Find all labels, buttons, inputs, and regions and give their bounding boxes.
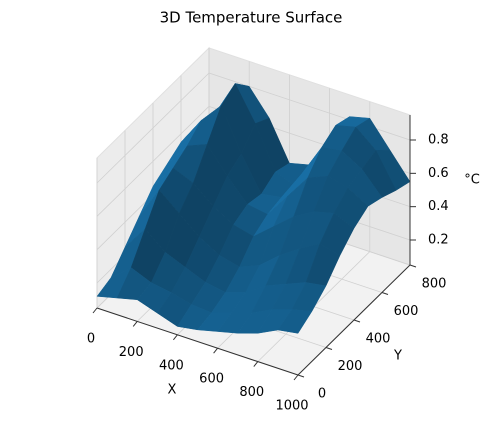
tick-mark <box>173 334 178 341</box>
grid-line <box>96 72 210 184</box>
tick-mark <box>325 347 333 350</box>
x-tick-label: 0 <box>87 332 95 347</box>
surface-face <box>277 309 313 334</box>
tick-mark <box>253 361 259 367</box>
y-tick-label: 800 <box>422 277 447 292</box>
z-tick-label: 0.8 <box>428 133 449 148</box>
surface <box>96 82 411 334</box>
tick-mark <box>381 292 389 295</box>
tick-mark <box>92 307 98 314</box>
y-axis-line <box>297 264 411 376</box>
tick-mark <box>132 321 138 327</box>
x-axis-label: X <box>168 383 177 398</box>
z-tick-label: 0.2 <box>428 233 449 248</box>
tick-mark <box>293 374 299 381</box>
y-tick-label: 400 <box>366 332 391 347</box>
x-tick-label: 600 <box>199 372 224 387</box>
z-tick-label: 0.6 <box>428 166 449 181</box>
z-axis-label: °C <box>464 173 480 188</box>
tick-mark <box>297 374 305 378</box>
y-axis-label: Y <box>393 349 402 364</box>
x-tick-label: 800 <box>239 385 264 400</box>
x-tick-label: 1000 <box>275 399 308 414</box>
axes: 0200400600800100002004006008000.20.40.60… <box>87 115 449 414</box>
y-tick-label: 200 <box>338 359 363 374</box>
grid-line <box>96 106 210 217</box>
y-tick-label: 0 <box>318 387 326 402</box>
tick-mark <box>409 264 417 268</box>
tick-mark <box>353 319 361 323</box>
x-tick-label: 200 <box>119 345 144 360</box>
x-tick-label: 400 <box>159 358 184 373</box>
y-tick-label: 600 <box>394 304 419 319</box>
x-axis-line <box>96 307 299 376</box>
z-tick-label: 0.4 <box>428 199 449 214</box>
tick-mark <box>213 347 218 354</box>
chart-title: 3D Temperature Surface <box>160 9 343 27</box>
